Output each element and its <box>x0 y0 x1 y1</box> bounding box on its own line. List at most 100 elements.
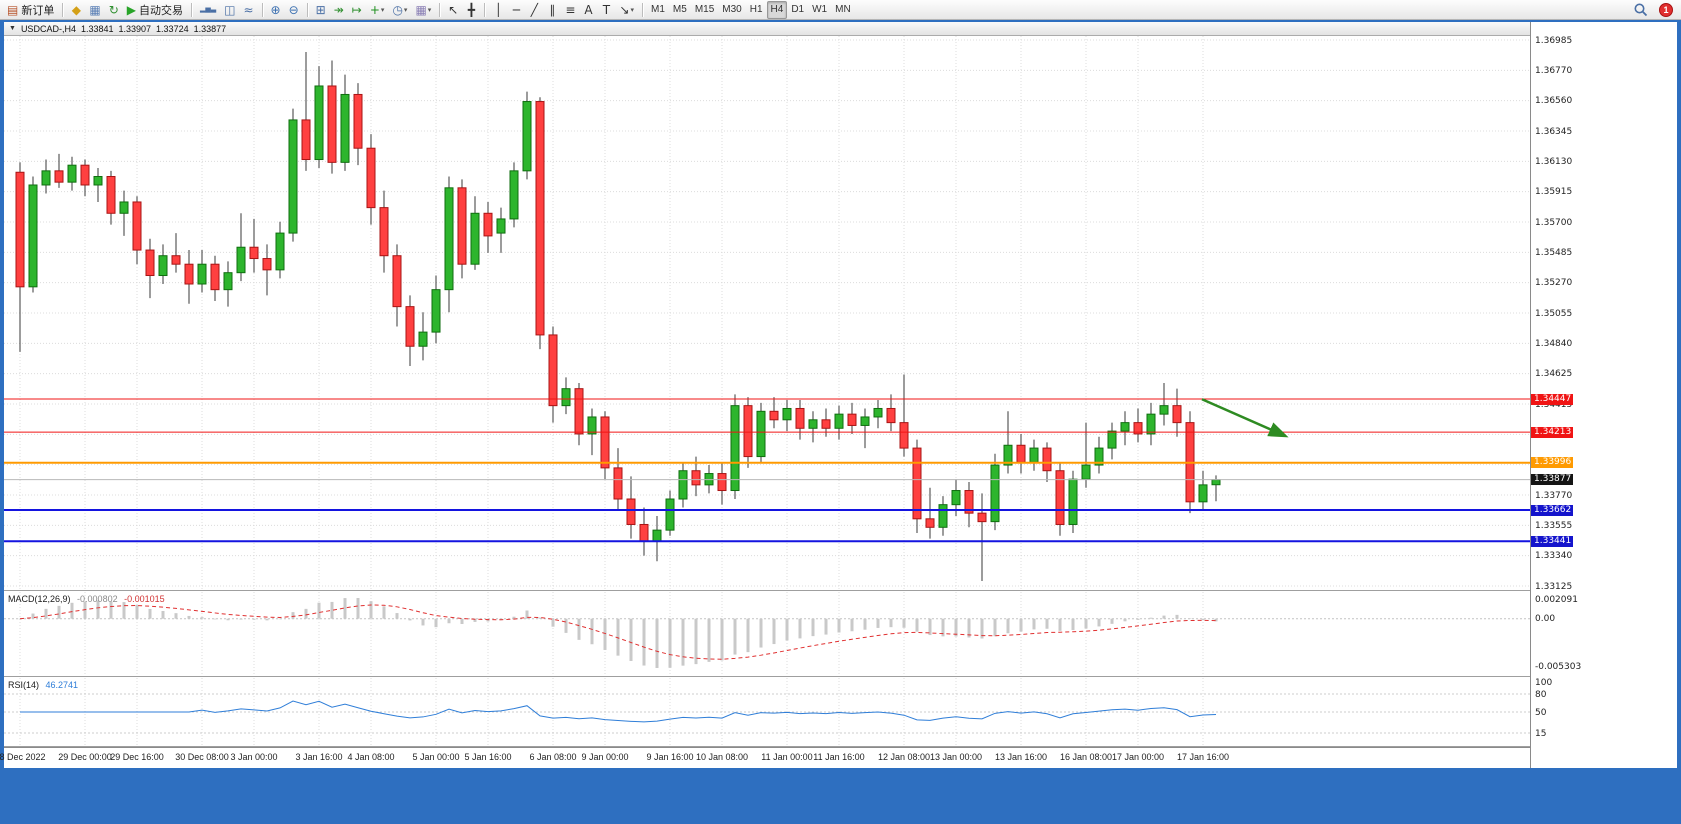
price-scale-label: 1.34625 <box>1535 369 1573 380</box>
rsi-value: 46.2741 <box>45 680 79 690</box>
macd-panel-canvas[interactable] <box>4 592 1530 676</box>
period-button[interactable]: ◷ ▾ <box>388 1 411 19</box>
timeframe-d1[interactable]: D1 <box>787 1 808 19</box>
new-object-icon: + <box>369 2 380 17</box>
trendline-button[interactable]: ╱ <box>525 1 543 19</box>
new-order-icon: ▤ <box>7 2 19 17</box>
horizontal-line-button[interactable]: ─ <box>507 1 525 19</box>
price-scale-label: 1.35055 <box>1535 308 1573 319</box>
autotrading-button[interactable]: ▶ 自动交易 <box>123 1 187 19</box>
chart-high-value: 1.33907 <box>118 23 152 34</box>
rsi-title: RSI(14) <box>8 680 40 690</box>
chart-open-value: 1.33841 <box>80 23 114 34</box>
timeframe-h1[interactable]: H1 <box>746 1 767 19</box>
cursor-button[interactable]: ↖ <box>444 1 462 19</box>
new-order-button[interactable]: ▤ 新订单 <box>3 1 58 19</box>
auto-scroll-button[interactable]: ↠ <box>330 1 348 19</box>
crosshair-button[interactable]: ╋ <box>462 1 480 19</box>
price-scale-label: 1.35700 <box>1535 217 1573 228</box>
new-order-button-label: 新订单 <box>21 4 55 17</box>
price-scale-label: 1.35915 <box>1535 187 1573 198</box>
price-scale-label: 1.36345 <box>1535 126 1573 137</box>
workspace: ▼ USDCAD-,H4 1.33841 1.33907 1.33724 1.3… <box>0 22 1677 768</box>
price-level-tag: 1.34213 <box>1531 426 1573 438</box>
timeframe-m5-label: M5 <box>672 4 687 15</box>
current-price-tag: 1.33877 <box>1531 474 1573 486</box>
rsi-panel-canvas[interactable] <box>4 678 1530 746</box>
time-axis-label: 3 Jan 00:00 <box>230 752 278 762</box>
notification-badge[interactable]: 1 <box>1659 3 1673 17</box>
timeframe-m30-label: M30 <box>722 4 742 15</box>
dropdown-caret-icon: ▾ <box>427 6 432 14</box>
macd-splitter[interactable] <box>4 590 1530 591</box>
timeframe-m30[interactable]: M30 <box>718 1 745 19</box>
time-axis-splitter[interactable] <box>4 746 1530 747</box>
timeframe-h4-label: H4 <box>770 4 784 15</box>
macd-signal-value: -0.001015 <box>124 594 165 604</box>
new-object-button[interactable]: + ▾ <box>366 1 389 19</box>
candlestick-chart-icon: ◫ <box>224 2 236 17</box>
toolbar-separator <box>439 2 441 17</box>
new-chart-button[interactable]: ◆ <box>67 1 85 19</box>
price-level-tag: 1.33996 <box>1531 457 1573 469</box>
rsi-scale-label: 80 <box>1535 689 1547 700</box>
candlestick-chart-button[interactable]: ◫ <box>220 1 239 19</box>
timeframe-mn[interactable]: MN <box>831 1 855 19</box>
template-button[interactable]: ▦ ▾ <box>411 1 435 19</box>
label-button[interactable]: T <box>597 1 615 19</box>
rsi-scale-label: 100 <box>1535 677 1553 688</box>
macd-scale-label: 0.00 <box>1535 614 1556 625</box>
price-scale-label: 1.33555 <box>1535 520 1573 531</box>
vertical-line-button[interactable]: │ <box>489 1 507 19</box>
price-scale-label: 1.33125 <box>1535 581 1573 592</box>
time-axis-label: 17 Jan 16:00 <box>1176 752 1230 762</box>
time-axis-label: 5 Jan 00:00 <box>412 752 460 762</box>
timeframe-w1[interactable]: W1 <box>808 1 831 19</box>
autotrading-icon: ▶ <box>126 2 136 17</box>
price-scale[interactable]: 1.36985 1.36770 1.36560 1.36345 1.36130 1.359… <box>1530 22 1581 768</box>
chart-menu-icon[interactable]: ▼ <box>9 25 16 32</box>
fibonacci-icon: ≡ <box>565 2 576 17</box>
zoom-out-button[interactable]: ⊖ <box>285 1 303 19</box>
arrows-button[interactable]: ↘ ▾ <box>615 1 638 19</box>
profiles-button[interactable]: ▦ <box>85 1 104 19</box>
timeframe-m1-label: M1 <box>651 4 665 15</box>
time-axis-label: 3 Jan 16:00 <box>295 752 343 762</box>
rsi-splitter[interactable] <box>4 676 1530 677</box>
main-chart-canvas[interactable] <box>4 36 1530 590</box>
dropdown-caret-icon: ▾ <box>403 6 408 14</box>
chart-close-value: 1.33877 <box>193 23 227 34</box>
trend-arrow[interactable] <box>1201 398 1289 438</box>
price-scale-label: 1.36130 <box>1535 156 1573 167</box>
fibonacci-button[interactable]: ≡ <box>561 1 579 19</box>
tile-windows-button[interactable]: ⊞ <box>312 1 330 19</box>
time-axis-label: 9 Jan 16:00 <box>646 752 694 762</box>
timeframe-m15-label: M15 <box>694 4 715 15</box>
timeframe-m5[interactable]: M5 <box>669 1 691 19</box>
zoom-in-button[interactable]: ⊕ <box>267 1 285 19</box>
template-icon: ▦ <box>415 2 427 17</box>
time-axis-label: 6 Jan 08:00 <box>529 752 577 762</box>
dropdown-caret-icon: ▾ <box>630 6 634 14</box>
timeframe-h4[interactable]: H4 <box>766 0 788 19</box>
timeframe-d1-label: D1 <box>791 4 805 15</box>
bars-chart-button[interactable]: ▂▅▃ <box>196 1 220 19</box>
horizontal-line-icon: ─ <box>512 2 520 17</box>
rsi-header: RSI(14) 46.2741 <box>8 680 82 690</box>
crosshair-icon: ╋ <box>467 2 475 17</box>
macd-scale-label: -0.005303 <box>1535 661 1582 672</box>
timeframe-m1[interactable]: M1 <box>647 1 669 19</box>
price-scale-label: 1.36770 <box>1535 65 1573 76</box>
search-icon[interactable] <box>1633 2 1649 18</box>
bars-chart-icon: ▂▅▃ <box>199 5 217 13</box>
chart-shift-button[interactable]: ↦ <box>348 1 366 19</box>
line-chart-button[interactable]: ≈ <box>239 1 257 19</box>
rsi-scale-label: 50 <box>1535 707 1547 718</box>
timeframe-m15[interactable]: M15 <box>691 1 718 19</box>
refresh-button[interactable]: ↻ <box>105 1 123 19</box>
text-button[interactable]: A <box>579 1 597 19</box>
candles-layer <box>15 52 1221 582</box>
equidistant-channel-button[interactable]: ∥ <box>543 1 561 19</box>
time-axis-label: 29 Dec 00:00 <box>58 752 112 762</box>
